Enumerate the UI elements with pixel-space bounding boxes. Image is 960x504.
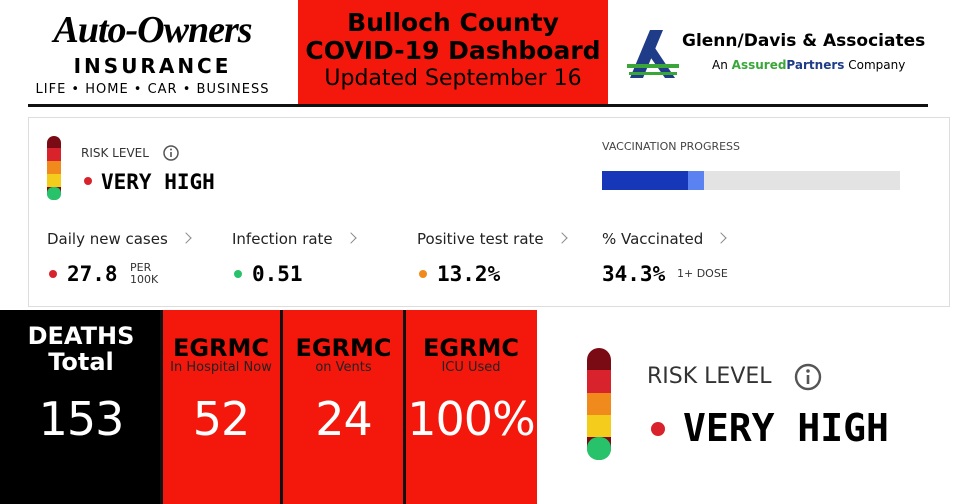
risk-panel: RISK LEVEL VERY HIGH VACCINATION PROGRES… xyxy=(28,117,950,307)
metric-unit: 1+ DOSE xyxy=(677,267,728,280)
stat-value: 24 xyxy=(315,392,373,446)
title-box: Bulloch County COVID-19 Dashboard Update… xyxy=(298,0,608,104)
header-rule xyxy=(28,104,928,107)
big-risk-panel: RISK LEVEL VERY HIGH xyxy=(537,310,960,504)
metric-unit: PER xyxy=(130,261,152,274)
big-risk-value: VERY HIGH xyxy=(683,406,889,450)
risk-value: VERY HIGH xyxy=(101,170,215,194)
stat-value: 52 xyxy=(192,392,251,446)
stat-cell: EGRMC In Hospital Now 52 xyxy=(160,310,280,504)
title-line2: COVID-19 Dashboard xyxy=(305,36,601,65)
chevron xyxy=(345,232,357,244)
metric-value: 27.8 xyxy=(67,262,118,286)
metric-label: Infection rate xyxy=(232,230,333,248)
stat-cell: EGRMC ICU Used 100% xyxy=(403,310,537,504)
vaccination-bar xyxy=(602,171,900,190)
big-info-icon xyxy=(794,363,822,391)
metric-dot xyxy=(419,270,427,278)
metric-label: Positive test rate xyxy=(417,230,544,248)
stat-divider xyxy=(160,310,163,504)
stat-value: 153 xyxy=(38,392,125,446)
logo-name: Auto-Owners xyxy=(53,9,252,51)
stat-subtitle: on Vents xyxy=(315,360,372,375)
stat-divider xyxy=(280,310,283,504)
stat-cell: EGRMC on Vents 24 xyxy=(280,310,405,504)
right-logo-name: Glenn/Davis & Associates xyxy=(682,31,926,51)
risk-dot xyxy=(84,177,92,185)
metric-value: 0.51 xyxy=(252,262,303,286)
metric-value: 34.3% xyxy=(602,262,666,286)
stat-value: 100% xyxy=(407,392,536,446)
tagline-start: An xyxy=(712,58,728,72)
tagline-end: Company xyxy=(848,58,906,72)
big-risk-label: RISK LEVEL xyxy=(647,364,772,389)
chevron xyxy=(715,232,727,244)
stat-cell: DEATHS Total 153 xyxy=(0,310,162,504)
metric-label: % Vaccinated xyxy=(602,230,704,248)
auto-owners-logo: Auto-Owners INSURANCE LIFE • HOME • CAR … xyxy=(10,8,295,103)
stat-subtitle: ICU Used xyxy=(441,360,501,375)
stat-divider xyxy=(403,310,406,504)
vaccination-label: VACCINATION PROGRESS xyxy=(602,140,741,153)
risk-scale xyxy=(47,136,61,200)
brand-first: Assured xyxy=(731,58,787,72)
metric-unit: 100K xyxy=(130,273,159,286)
stat-title: EGRMC xyxy=(172,334,270,362)
glenn-davis-icon xyxy=(627,30,679,78)
title-updated: Updated September 16 xyxy=(324,66,582,91)
stat-title: EGRMC xyxy=(422,334,520,362)
chevron xyxy=(180,232,192,244)
big-risk-scale xyxy=(587,348,611,460)
stat-subtitle: Total xyxy=(48,348,114,376)
metric-label: Daily new cases xyxy=(47,230,168,248)
logo-tagline: LIFE • HOME • CAR • BUSINESS xyxy=(35,82,270,97)
info-icon xyxy=(163,145,179,161)
chevron xyxy=(556,232,568,244)
big-risk-dot xyxy=(651,422,665,436)
logo-subname: INSURANCE xyxy=(73,54,232,78)
metric-dot xyxy=(234,270,242,278)
stat-title: EGRMC xyxy=(295,334,392,362)
right-logo-tagline: An AssuredPartners Company xyxy=(712,58,905,72)
metric-value: 13.2% xyxy=(437,262,501,286)
metric-dot xyxy=(49,270,57,278)
risk-label: RISK LEVEL xyxy=(81,146,149,160)
title-line1: Bulloch County xyxy=(347,8,559,37)
stat-title: DEATHS xyxy=(27,322,135,350)
vaccination-segment xyxy=(602,171,689,190)
stat-subtitle: In Hospital Now xyxy=(170,360,272,375)
brand-second: Partners xyxy=(786,58,845,72)
